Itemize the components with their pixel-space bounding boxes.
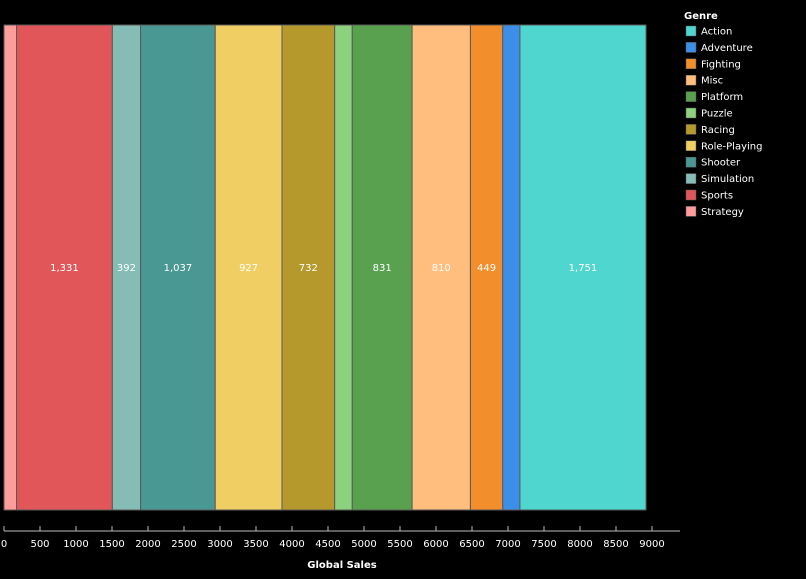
legend-swatch-role-playing: [685, 140, 697, 152]
x-tick-label: 8500: [603, 539, 628, 550]
x-tick-label: 4000: [279, 539, 304, 550]
x-tick-label: 1500: [99, 539, 124, 550]
bar-segment-puzzle[interactable]: [334, 24, 353, 511]
legend-label-misc[interactable]: Misc: [701, 76, 723, 87]
segment-label-sports: 1,331: [50, 263, 79, 274]
legend-swatch-strategy: [685, 206, 697, 217]
legend-title: Genre: [684, 11, 718, 22]
segment-label-misc: 810: [432, 263, 451, 274]
legend-swatch-action: [685, 25, 697, 37]
x-tick-label: 2000: [135, 539, 160, 550]
legend-label-platform[interactable]: Platform: [701, 92, 743, 103]
legend-swatch-puzzle: [685, 107, 697, 119]
legend-items: Action Adventure Fighting Misc Platform Puzzl…: [685, 25, 762, 218]
legend-swatch-racing: [685, 124, 697, 135]
x-tick-label: 1000: [63, 539, 88, 550]
bar-segment-misc[interactable]: [411, 24, 471, 511]
segment-labels: 1,331 392 1,037 927 732 831 810 449 1,751: [50, 263, 597, 274]
x-tick-label: 2500: [171, 539, 196, 550]
bar-segments: [3, 24, 647, 511]
legend-swatch-fighting: [685, 58, 697, 70]
x-tick-label: 5500: [387, 539, 412, 550]
x-tick-label: 4500: [315, 539, 340, 550]
x-tick-label: 5000: [351, 539, 376, 550]
legend-label-puzzle[interactable]: Puzzle: [701, 109, 733, 120]
bar-segment-role-playing[interactable]: [214, 24, 283, 511]
legend-label-action[interactable]: Action: [701, 27, 732, 38]
legend: Genre Action Adventure Fighting Misc Platfor…: [684, 11, 762, 218]
legend-label-shooter[interactable]: Shooter: [701, 158, 741, 169]
legend-label-simulation[interactable]: Simulation: [701, 174, 754, 185]
bar-segment-platform[interactable]: [351, 24, 413, 511]
x-tick-label: 7500: [531, 539, 556, 550]
segment-label-role-playing: 927: [239, 263, 258, 274]
legend-label-role-playing[interactable]: Role-Playing: [701, 141, 762, 152]
bar-segment-shooter[interactable]: [140, 24, 216, 511]
bar-segment-simulation[interactable]: [111, 24, 142, 511]
x-tick-label: 7000: [495, 539, 520, 550]
legend-label-adventure[interactable]: Adventure: [701, 43, 753, 54]
legend-swatch-sports: [685, 189, 697, 201]
legend-swatch-platform: [685, 91, 697, 102]
bar-segment-adventure[interactable]: [502, 24, 521, 511]
segment-label-fighting: 449: [477, 263, 496, 274]
segment-label-shooter: 1,037: [164, 263, 193, 274]
bar-segment-action[interactable]: [519, 24, 647, 511]
legend-swatch-shooter: [685, 156, 697, 168]
bar-segment-fighting[interactable]: [469, 24, 504, 511]
x-ticks: 0 500 1000 1500 2000 2500 3000 3500 4000 4500 5000…: [1, 526, 665, 550]
segment-label-platform: 831: [373, 263, 392, 274]
x-tick-label: 0: [1, 539, 7, 550]
legend-label-strategy[interactable]: Strategy: [701, 207, 744, 218]
x-axis-title: Global Sales: [307, 560, 376, 571]
legend-swatch-adventure: [685, 42, 697, 53]
x-tick-label: 8000: [567, 539, 592, 550]
bar-segment-strategy[interactable]: [3, 24, 18, 511]
bar-segment-racing[interactable]: [281, 24, 336, 511]
x-tick-label: 6500: [459, 539, 484, 550]
x-tick-label: 3000: [207, 539, 232, 550]
legend-swatch-simulation: [685, 173, 697, 184]
legend-label-fighting[interactable]: Fighting: [701, 59, 741, 70]
legend-swatch-misc: [685, 74, 697, 86]
segment-label-action: 1,751: [569, 263, 598, 274]
x-tick-label: 3500: [243, 539, 268, 550]
bar-segment-sports[interactable]: [16, 24, 113, 511]
x-tick-label: 6000: [423, 539, 448, 550]
segment-label-simulation: 392: [117, 263, 136, 274]
x-tick-label: 500: [30, 539, 49, 550]
legend-label-racing[interactable]: Racing: [701, 125, 735, 136]
segment-label-racing: 732: [299, 263, 318, 274]
x-axis: 0 500 1000 1500 2000 2500 3000 3500 4000 4500 5000…: [1, 526, 680, 550]
legend-label-sports[interactable]: Sports: [701, 191, 733, 202]
x-tick-label: 9000: [639, 539, 664, 550]
